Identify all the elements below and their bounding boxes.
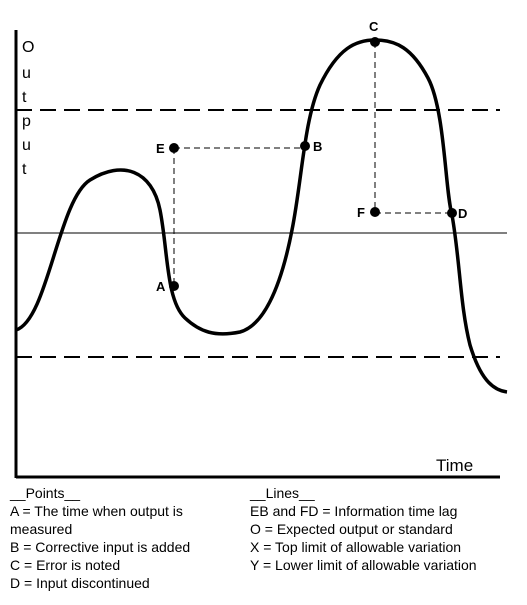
legend-item-c: C = Error is noted [10, 557, 121, 573]
point-d [447, 208, 457, 218]
legend-item-x: X = Top limit of allowable variation [250, 539, 462, 555]
y-axis-label-letter: t [22, 161, 27, 178]
point-f [370, 207, 380, 217]
y-axis-label-letter: t [22, 89, 27, 106]
point-e-label: E [156, 141, 165, 156]
point-b-label: B [313, 139, 322, 154]
x-axis-label: Time [436, 456, 473, 475]
point-f-label: F [357, 205, 365, 220]
point-d-label: D [458, 206, 467, 221]
y-axis-label-letter: p [22, 113, 31, 130]
y-axis-label-letter: O [22, 39, 34, 56]
output-curve [15, 38, 508, 394]
point-c-label: C [369, 19, 379, 34]
y-axis-label-letter: u [22, 65, 31, 82]
control-diagram: O u t p u t Time A B C D E F [14, 19, 508, 479]
legend-item-a: A = The time when output is measured [10, 503, 183, 537]
legend-item-d: D = Input discontinued [10, 575, 150, 591]
y-axis-label-letter: u [22, 137, 31, 154]
legend-item-b: B = Corrective input is added [10, 539, 191, 555]
legend-item-eb-fd: EB and FD = Information time lag [250, 503, 458, 519]
point-a [169, 281, 179, 291]
point-a-label: A [156, 279, 166, 294]
point-b [300, 141, 310, 151]
lines-legend: __Lines__ EB and FD = Information time l… [250, 484, 520, 574]
legend-item-y: Y = Lower limit of allowable variation [250, 557, 477, 573]
point-c [370, 37, 380, 47]
points-legend: __Points__ A = The time when output is m… [10, 484, 250, 592]
point-e [169, 143, 179, 153]
legend-item-o: O = Expected output or standard [250, 521, 453, 537]
points-legend-title: __Points__ [10, 485, 81, 501]
lines-legend-title: __Lines__ [250, 485, 315, 501]
